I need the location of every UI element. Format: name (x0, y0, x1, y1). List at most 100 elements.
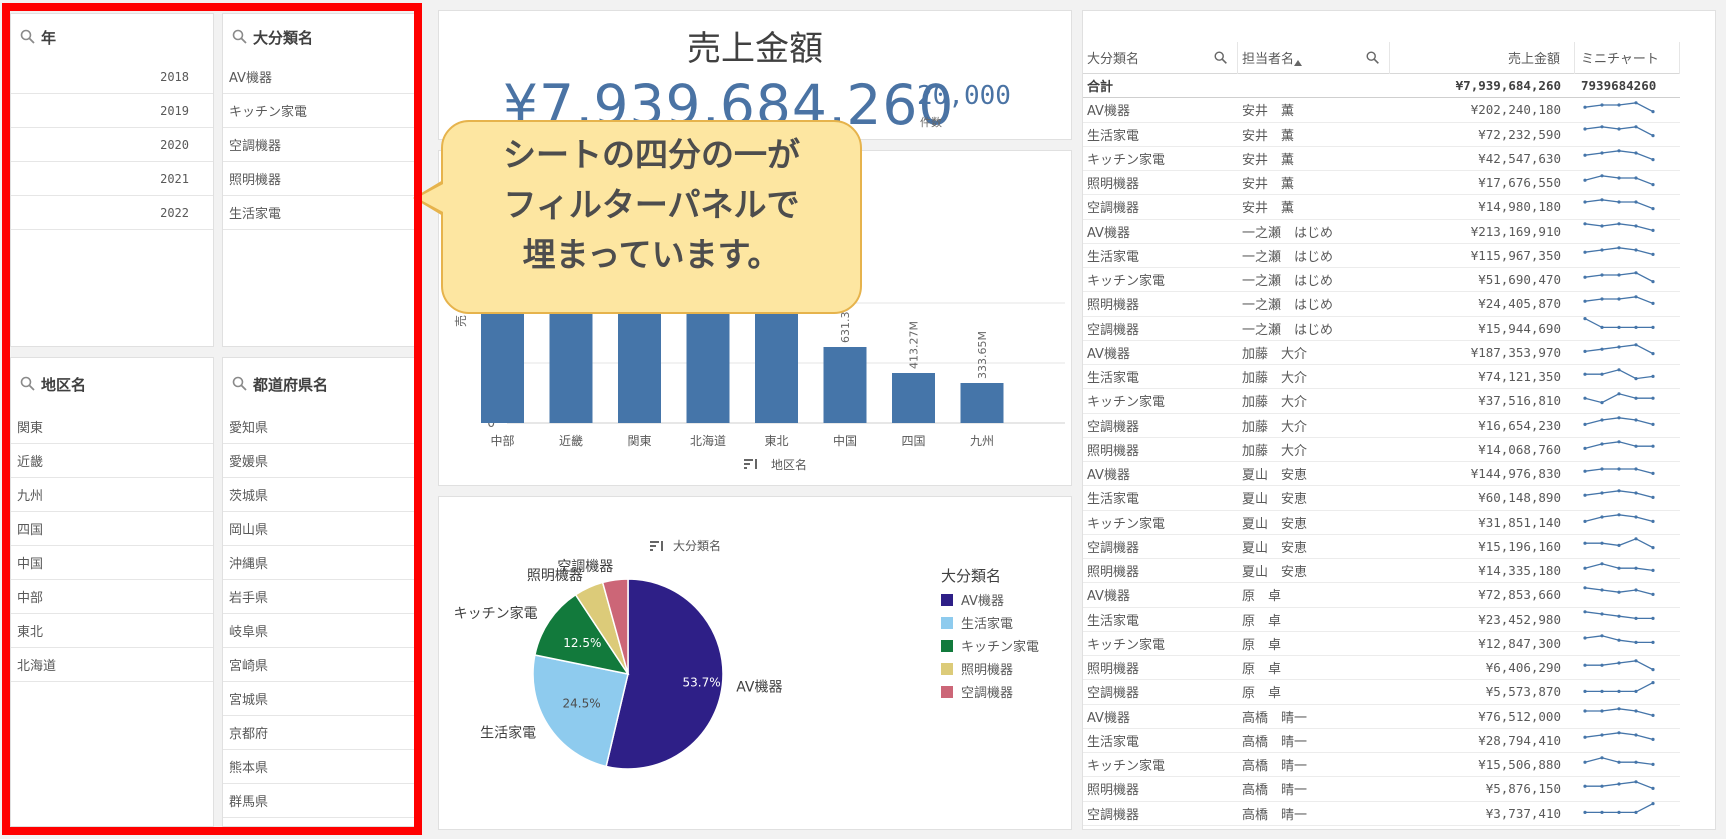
table-row[interactable]: 照明機器 安井 薫 ¥17,676,550 (1083, 171, 1680, 196)
filter-item[interactable]: 2018 (11, 60, 213, 94)
search-icon[interactable] (1365, 50, 1381, 66)
filter-item[interactable]: 北海道 (11, 648, 213, 682)
pie-chart[interactable]: 大分類名 53.7% AV機器24.5%生活家電12.5%キッチン家電照明機器空調… (439, 497, 1073, 831)
column-header-person[interactable]: 担当者名 (1238, 41, 1390, 74)
cell-category[interactable]: キッチン家電 (1087, 516, 1166, 532)
table-row[interactable]: AV機器 高橋 晴一 ¥76,512,000 (1083, 705, 1680, 729)
cell-person[interactable]: 原 卓 (1242, 613, 1282, 629)
cell-category[interactable]: 空調機器 (1087, 419, 1140, 435)
sort-icon[interactable] (744, 459, 757, 469)
filter-item[interactable]: 愛知県 (223, 410, 417, 444)
cell-category[interactable]: AV機器 (1087, 468, 1130, 484)
legend-swatch[interactable] (941, 640, 953, 652)
cell-category[interactable]: AV機器 (1087, 225, 1130, 241)
cell-category[interactable]: 生活家電 (1087, 492, 1140, 508)
legend-label[interactable]: 生活家電 (961, 616, 1013, 632)
bar[interactable] (960, 383, 1004, 423)
cell-category[interactable]: キッチン家電 (1087, 637, 1166, 653)
filter-item[interactable]: AV機器 (223, 60, 417, 94)
search-icon[interactable] (19, 28, 37, 46)
legend-swatch[interactable] (941, 594, 953, 606)
filter-item[interactable]: 岡山県 (223, 512, 417, 546)
cell-person[interactable]: 一之瀬 はじめ (1242, 322, 1334, 338)
cell-person[interactable]: 夏山 安恵 (1242, 492, 1308, 508)
pie-chart-panel[interactable]: 大分類名 53.7% AV機器 24.5% 生活家電 12.5% キッチン家電 照明機器 空調… (438, 496, 1072, 830)
cell-person[interactable]: 原 卓 (1242, 637, 1282, 653)
legend-label[interactable]: 空調機器 (961, 686, 1013, 701)
legend-swatch[interactable] (941, 686, 953, 698)
cell-person[interactable]: 夏山 安恵 (1242, 516, 1308, 532)
pie-slice[interactable] (534, 593, 630, 676)
cell-person[interactable]: 一之瀬 はじめ (1242, 249, 1334, 265)
filter-item[interactable]: 近畿 (11, 444, 213, 478)
cell-category[interactable]: AV機器 (1087, 710, 1130, 726)
table-row[interactable]: AV機器 加藤 大介 ¥187,353,970 (1083, 341, 1680, 365)
filter-item[interactable]: 四国 (11, 512, 213, 546)
sort-icon[interactable] (650, 541, 663, 551)
table-row[interactable]: 照明機器 夏山 安恵 ¥14,335,180 (1083, 559, 1680, 584)
cell-person[interactable]: 夏山 安恵 (1242, 565, 1308, 581)
table-row[interactable]: 照明機器 高橋 晴一 ¥5,876,150 (1083, 777, 1680, 802)
table-row[interactable]: 照明機器 原 卓 ¥6,406,290 (1083, 656, 1680, 681)
filter-item[interactable]: 2019 (11, 94, 213, 128)
table-row[interactable]: キッチン家電 一之瀬 はじめ ¥51,690,470 (1083, 268, 1680, 293)
cell-category[interactable]: 生活家電 (1087, 371, 1140, 387)
filter-item[interactable]: キッチン家電 (223, 94, 417, 128)
filter-item[interactable]: 茨城県 (223, 478, 417, 512)
table-row[interactable]: 生活家電 加藤 大介 ¥74,121,350 (1083, 365, 1680, 390)
table-row[interactable]: AV機器 一之瀬 はじめ ¥213,169,910 (1083, 220, 1680, 244)
table-row[interactable]: 空調機器 夏山 安恵 ¥15,196,160 (1083, 535, 1680, 559)
legend-swatch[interactable] (941, 617, 953, 629)
cell-person[interactable]: 高橋 晴一 (1242, 734, 1308, 750)
table-row[interactable]: 生活家電 高橋 晴一 ¥28,794,410 (1083, 729, 1680, 753)
cell-category[interactable]: 照明機器 (1087, 177, 1140, 193)
cell-person[interactable]: 加藤 大介 (1242, 419, 1308, 435)
pie-title-group[interactable]: 大分類名 (650, 538, 721, 553)
table-row[interactable]: 照明機器 加藤 大介 ¥14,068,760 (1083, 438, 1680, 462)
cell-person[interactable]: 高橋 晴一 (1242, 710, 1308, 726)
legend-label[interactable]: AV機器 (961, 594, 1004, 609)
cell-category[interactable]: 照明機器 (1087, 443, 1140, 459)
filter-item[interactable]: 宮城県 (223, 682, 417, 716)
pie-slice[interactable] (601, 578, 629, 675)
cell-person[interactable]: 加藤 大介 (1242, 443, 1308, 459)
cell-category[interactable]: AV機器 (1087, 104, 1130, 120)
cell-category[interactable]: 生活家電 (1087, 128, 1140, 144)
filter-item[interactable]: 岩手県 (223, 580, 417, 614)
filter-item[interactable]: 群馬県 (223, 784, 417, 818)
cell-person[interactable]: 一之瀬 はじめ (1242, 274, 1334, 290)
kpi-panel[interactable]: 売上金額 ¥7,939,684,260 20,000 件数 (438, 10, 1072, 140)
legend-label[interactable]: 照明機器 (961, 663, 1013, 678)
cell-person[interactable]: 一之瀬 はじめ (1242, 298, 1334, 314)
table-row[interactable]: 生活家電 原 卓 ¥23,452,980 (1083, 608, 1680, 632)
cell-person[interactable]: 高橋 晴一 (1242, 759, 1308, 775)
cell-person[interactable]: 安井 薫 (1242, 152, 1295, 168)
table-row[interactable]: 照明機器 一之瀬 はじめ ¥24,405,870 (1083, 292, 1680, 317)
table-row[interactable]: キッチン家電 夏山 安恵 ¥31,851,140 (1083, 511, 1680, 535)
filter-item[interactable]: 2020 (11, 128, 213, 162)
cell-category[interactable]: AV機器 (1087, 346, 1130, 362)
table-row[interactable]: AV機器 安井 薫 ¥202,240,180 (1083, 98, 1680, 123)
cell-category[interactable]: 生活家電 (1087, 613, 1140, 629)
filter-item[interactable]: 沖縄県 (223, 546, 417, 580)
filter-item[interactable]: 生活家電 (223, 196, 417, 230)
filter-item[interactable]: 東北 (11, 614, 213, 648)
cell-person[interactable]: 加藤 大介 (1242, 346, 1308, 362)
cell-category[interactable]: キッチン家電 (1087, 759, 1166, 775)
cell-person[interactable]: 夏山 安恵 (1242, 468, 1308, 484)
pie-slice[interactable] (605, 578, 724, 770)
cell-person[interactable]: 夏山 安恵 (1242, 540, 1308, 556)
cell-person[interactable]: 高橋 晴一 (1242, 807, 1308, 823)
cell-category[interactable]: 照明機器 (1087, 565, 1140, 581)
cell-person[interactable]: 加藤 大介 (1242, 371, 1308, 387)
table-row[interactable]: 空調機器 安井 薫 ¥14,980,180 (1083, 195, 1680, 220)
table-row[interactable]: 空調機器 加藤 大介 ¥16,654,230 (1083, 414, 1680, 438)
filter-header-prefecture[interactable]: 都道府県名 (223, 358, 417, 410)
search-icon[interactable] (231, 28, 249, 46)
cell-category[interactable]: 生活家電 (1087, 249, 1140, 265)
cell-category[interactable]: 生活家電 (1087, 734, 1140, 750)
filter-item[interactable]: 九州 (11, 478, 213, 512)
cell-person[interactable]: 安井 薫 (1242, 128, 1295, 144)
table-row[interactable]: 生活家電 安井 薫 ¥72,232,590 (1083, 123, 1680, 147)
table-row[interactable]: 空調機器 高橋 晴一 ¥3,737,410 (1083, 802, 1680, 826)
